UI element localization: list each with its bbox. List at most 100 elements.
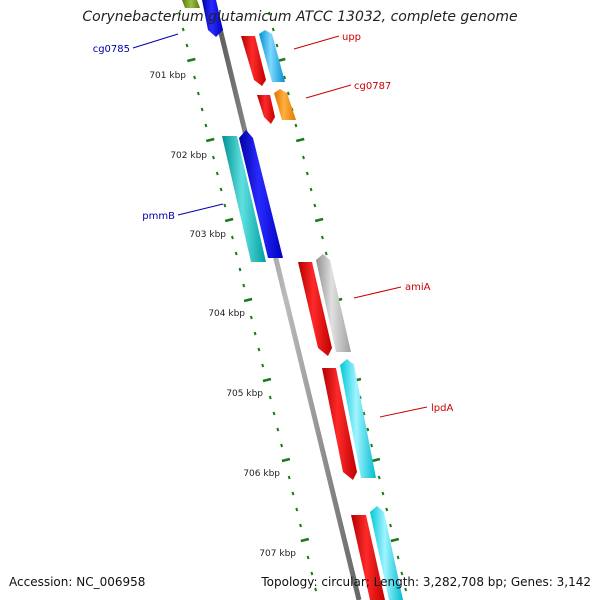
tick-minor-left (181, 27, 185, 32)
leader-pmmB (177, 203, 224, 216)
tick-minor-right (283, 75, 287, 80)
gene-label-pmmB[interactable]: pmmB (142, 211, 175, 222)
gene-arrow-blue-pmmB (239, 130, 283, 258)
tick-minor-right (313, 203, 317, 208)
scale-label-707: 707 kbp (259, 549, 296, 559)
tick-major-left (262, 377, 272, 383)
tick-minor-left (196, 91, 200, 96)
tick-major-left (224, 217, 234, 223)
gene-label-cg0787[interactable]: cg0787 (354, 81, 391, 92)
tick-minor-left (230, 235, 234, 240)
tick-minor-right (305, 171, 309, 176)
accession-text: Accession: NC_006958 (9, 575, 146, 589)
leader-cg0785 (132, 33, 179, 49)
scale-label-702: 702 kbp (170, 151, 207, 161)
tick-major-right (295, 137, 305, 143)
tick-minor-left (193, 75, 197, 80)
tick-minor-right (267, 11, 271, 16)
tick-major-left (281, 457, 291, 463)
genome-backbone (210, 0, 362, 600)
tick-minor-left (314, 587, 318, 592)
map-title: Corynebacterium glutamicum ATCC 13032, c… (82, 9, 518, 25)
tick-minor-left (299, 523, 302, 528)
gene-label-lpdA[interactable]: lpdA (431, 403, 453, 414)
tick-minor-right (400, 571, 404, 576)
tick-minor-right (370, 443, 374, 448)
tick-minor-left (306, 555, 310, 560)
tick-minor-left (253, 331, 257, 336)
gene-arrow-cyan-lpdA (340, 359, 376, 478)
tick-major-left (243, 297, 253, 303)
tick-minor-left (268, 395, 272, 400)
tick-minor-right (275, 43, 279, 48)
tick-minor-left (287, 475, 291, 480)
gene-arrow-red-bottom (351, 515, 385, 600)
tick-minor-right (366, 427, 370, 432)
scale-label-703: 703 kbp (189, 230, 226, 240)
tick-major-right (314, 217, 324, 223)
tick-minor-left (200, 107, 204, 112)
tick-minor-right (389, 523, 392, 528)
leader-lpdA (379, 406, 428, 418)
tick-minor-left (249, 315, 253, 320)
gene-arrow-orange-cg0787 (274, 89, 296, 120)
gene-arrow-red-amiA (298, 262, 332, 356)
tick-minor-left (238, 267, 242, 272)
tick-minor-left (280, 443, 284, 448)
tick-minor-right (381, 491, 385, 496)
scale-label-701: 701 kbp (149, 71, 186, 81)
gene-arrow-red-upp (241, 36, 266, 86)
tick-major-left (205, 137, 215, 143)
tick-major-left (300, 537, 310, 543)
tick-minor-right (377, 475, 381, 480)
tick-minor-right (320, 235, 324, 240)
tick-minor-right (286, 91, 290, 96)
tick-minor-left (310, 571, 314, 576)
gene-arrow-teal (222, 136, 266, 262)
scale-label-706: 706 kbp (243, 469, 280, 479)
tick-minor-right (404, 587, 408, 592)
scale-label-705: 705 kbp (226, 389, 263, 399)
tick-minor-left (177, 11, 181, 16)
tick-minor-left (223, 203, 227, 208)
tick-minor-left (204, 123, 208, 128)
tick-minor-left (291, 491, 295, 496)
genome-summary-text: Topology: circular; Length: 3,282,708 bp… (261, 575, 591, 589)
tick-minor-left (295, 507, 299, 512)
tick-minor-right (271, 27, 275, 32)
gene-label-amiA[interactable]: amiA (405, 282, 431, 293)
leader-cg0787 (305, 84, 352, 99)
tick-minor-right (324, 251, 328, 256)
gene-arrow-red-cg0787 (257, 95, 275, 124)
leader-upp (293, 35, 340, 50)
tick-major-left (186, 57, 196, 63)
gene-arrow-red-lpdA (322, 368, 357, 480)
gene-label-cg0785[interactable]: cg0785 (93, 44, 130, 55)
tick-minor-left (276, 427, 280, 432)
scale-label-704: 704 kbp (208, 309, 245, 319)
tick-minor-left (234, 251, 238, 256)
tick-minor-right (302, 155, 305, 160)
tick-minor-left (215, 171, 219, 176)
tick-minor-right (362, 411, 366, 416)
tick-minor-left (185, 43, 189, 48)
tick-minor-left (257, 347, 261, 352)
gene-arrow-blue-top (202, 0, 223, 37)
tick-minor-right (385, 507, 389, 512)
scale-ticks (177, 11, 408, 592)
tick-major-right (390, 537, 400, 543)
tick-minor-left (242, 283, 246, 288)
tick-minor-right (294, 123, 298, 128)
gene-arrow-olive (182, 0, 200, 8)
tick-minor-right (309, 187, 313, 192)
gene-arrow-cyan-bottom (370, 506, 403, 600)
tick-minor-left (261, 363, 265, 368)
gene-arrow-sky-upp (259, 30, 285, 82)
tick-minor-left (212, 155, 215, 160)
tick-minor-left (219, 187, 223, 192)
gene-arrow-grey-amiA (316, 254, 351, 352)
tick-minor-left (272, 411, 276, 416)
gene-label-upp[interactable]: upp (342, 32, 361, 43)
tick-minor-right (396, 555, 400, 560)
